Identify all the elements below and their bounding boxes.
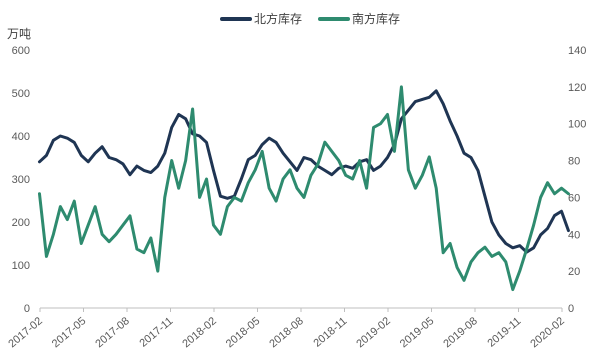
x-tick-label: 2017-02: [6, 315, 45, 350]
right-tick-label: 80: [568, 156, 580, 168]
legend-label-south: 南方库存: [352, 11, 400, 26]
x-tick-label: 2019-08: [441, 315, 480, 350]
series-south: [37, 85, 570, 292]
x-tick-label: 2018-08: [267, 315, 306, 350]
x-tick-label: 2018-11: [311, 315, 349, 350]
left-axis-ticks: 0 100 200 300 400 500 600: [12, 45, 30, 315]
right-tick-label: 20: [568, 266, 580, 278]
left-tick-label: 300: [12, 174, 30, 186]
right-tick-label: 0: [568, 303, 574, 315]
x-tick-label: 2019-11: [485, 315, 523, 350]
right-axis-ticks: 0 20 40 60 80 100 120 140: [568, 45, 586, 315]
right-tick-label: 140: [568, 45, 586, 57]
legend: 北方库存 南方库存: [220, 11, 400, 26]
right-tick-label: 120: [568, 82, 586, 94]
x-axis-ticks: 2017-02 2017-05 2017-08 2017-11 2018-02 2018-…: [6, 308, 567, 350]
x-tick-label: 2017-11: [137, 315, 175, 350]
x-tick-label: 2017-05: [50, 315, 89, 350]
series-line-south: [37, 85, 570, 292]
left-tick-label: 200: [12, 217, 30, 229]
right-tick-label: 100: [568, 119, 586, 131]
series-line-north: [37, 89, 570, 254]
x-tick-label: 2018-05: [224, 315, 263, 350]
right-tick-label: 40: [568, 229, 580, 241]
x-tick-label: 2020-02: [528, 315, 567, 350]
left-tick-label: 0: [24, 303, 30, 315]
left-tick-label: 500: [12, 88, 30, 100]
x-tick-label: 2019-02: [354, 315, 393, 350]
legend-label-north: 北方库存: [254, 11, 302, 26]
right-tick-label: 60: [568, 192, 580, 204]
series-group: [37, 85, 570, 292]
x-tick-label: 2019-05: [398, 315, 437, 350]
x-tick-label: 2018-02: [180, 315, 219, 350]
left-tick-label: 100: [12, 260, 30, 272]
series-north: [37, 89, 570, 254]
left-axis-title: 万吨: [7, 27, 31, 41]
left-tick-label: 600: [12, 45, 30, 57]
left-tick-label: 400: [12, 131, 30, 143]
x-tick-label: 2017-08: [93, 315, 132, 350]
